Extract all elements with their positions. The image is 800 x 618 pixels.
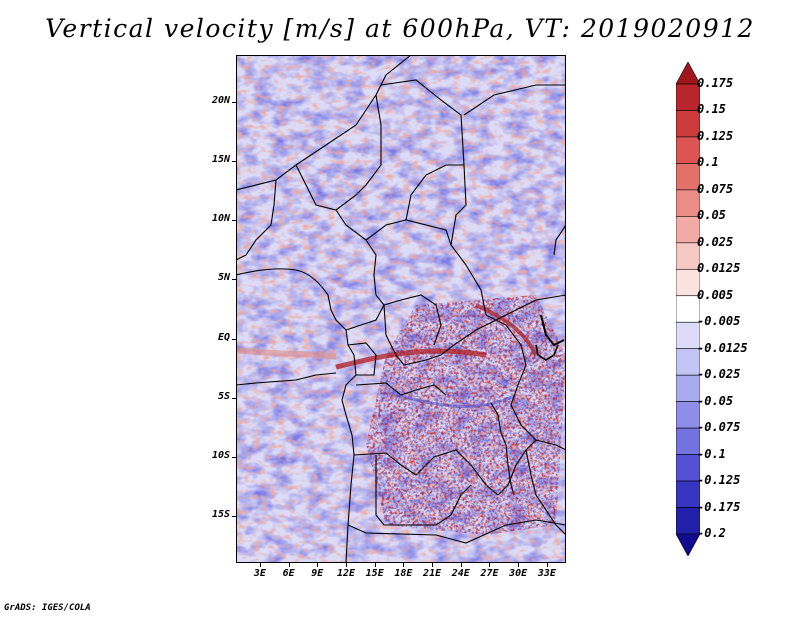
colorbar-segment [676,533,700,556]
lat-tick-label: 10S [211,449,230,461]
vertical-velocity-map [236,55,566,563]
colorbar-segment [676,216,700,244]
lat-tick-mark [232,397,236,399]
colorbar-label: -0.1 [697,446,726,461]
map-panel [236,55,566,563]
lat-tick-mark [232,161,236,163]
colorbar-label: -0.175 [697,499,741,514]
lon-tick-label: 15E [365,568,384,579]
colorbar-label: 0.025 [697,234,734,249]
colorbar-label: -0.075 [697,420,741,435]
lon-tick-mark [317,563,319,567]
colorbar-segment [676,242,700,270]
colorbar-label: -0.125 [697,473,741,488]
colorbar-label: 0.05 [697,208,726,223]
lon-tick-label: 18E [394,568,413,579]
lon-tick-mark [288,563,290,567]
colorbar-segment [676,480,700,508]
colorbar-segment [676,374,700,402]
colorbar-label: -0.2 [697,526,726,540]
lon-tick-mark [489,563,491,567]
grads-credit: GrADS: IGES/COLA [4,603,91,613]
colorbar-label: -0.0125 [697,340,748,355]
lat-tick-label: 15N [211,154,230,166]
colorbar-segment [676,321,700,350]
lon-tick-mark [374,563,376,567]
lon-tick-mark [346,563,347,567]
velocity-field [236,55,566,563]
lat-tick-label: 15S [211,508,230,520]
lat-tick-mark [232,456,236,458]
colorbar-segment [676,110,700,138]
lat-tick-mark [232,279,236,281]
lon-tick-label: 21E [423,568,442,579]
lat-tick-label: 5N [217,272,230,284]
colorbar-label: 0.075 [697,181,734,196]
colorbar-label: 0.125 [697,128,734,143]
lon-tick-label: 24E [451,568,470,579]
lat-tick-mark [232,515,236,517]
lat-tick-mark [232,102,236,104]
lon-tick-mark [518,563,520,567]
colorbar-label: 0.1 [697,155,719,170]
lat-tick-label: 20N [211,95,230,107]
colorbar-label: -0.05 [697,393,734,408]
colorbar-label: -0.005 [697,314,741,329]
country-borders [236,55,566,563]
colorbar-label: 0.175 [697,76,734,90]
lat-tick-label: 10N [211,213,230,225]
lon-tick-label: 30E [509,568,528,579]
colorbar-segment [676,427,700,455]
lon-tick-label: 27E [480,568,499,579]
lat-tick-label: 5S [217,390,230,402]
lon-tick-label: 6E [282,568,295,579]
colorbar-segment [676,163,700,191]
lon-tick-label: 3E [253,568,266,579]
colorbar-label: 0.005 [697,287,734,302]
lat-tick-mark [232,338,236,340]
colorbar-label: -0.025 [697,367,741,382]
colorbar-label: 0.0125 [697,261,741,276]
lon-tick-mark [432,563,434,567]
colorbar-segment [676,189,700,217]
lon-tick-label: 33E [537,568,556,579]
colorbar-label: 0.15 [697,102,726,117]
lon-tick-label: 9E [311,568,324,579]
colorbar-segment [676,268,700,297]
chart-title: Vertical velocity [m/s] at 600hPa, VT: 2… [45,14,755,43]
colorbar-segment [676,507,700,535]
lat-tick-label: EQ [217,331,230,343]
lon-tick-mark [460,563,462,567]
lat-tick-mark [232,220,236,222]
lon-tick-label: 12E [336,568,356,579]
lon-tick-mark [259,563,261,567]
colorbar [676,62,700,556]
lon-tick-mark [546,563,548,567]
lon-tick-mark [403,563,405,567]
